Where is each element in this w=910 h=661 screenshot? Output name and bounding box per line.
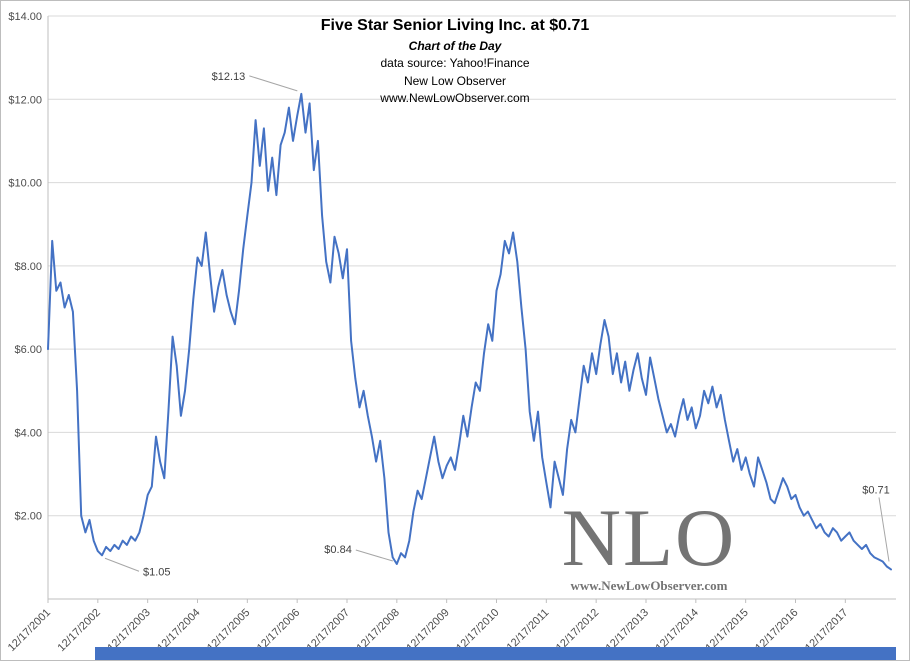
y-axis-label: $6.00 (14, 344, 42, 356)
y-axis-label: $12.00 (8, 94, 42, 106)
annotation-leader-line (104, 557, 140, 572)
y-axis-label: $8.00 (14, 261, 42, 273)
annotation-leader-line (355, 549, 393, 562)
y-axis-label: $10.00 (8, 178, 42, 190)
annotation-label: $12.13 (212, 71, 246, 83)
y-axis-label: $2.00 (14, 511, 42, 523)
annotation-label: $0.71 (862, 484, 890, 496)
x-axis-label: 12/17/2001 (6, 607, 53, 654)
annotation-label: $1.05 (143, 566, 171, 578)
annotation-leader-line (878, 497, 890, 562)
bottom-blue-bar (95, 647, 896, 660)
y-axis-label: $4.00 (14, 427, 42, 439)
annotation-leader-line (249, 75, 298, 92)
y-axis-label: $14.00 (8, 11, 42, 23)
price-series-line (47, 92, 892, 571)
annotation-label: $0.84 (324, 544, 352, 556)
